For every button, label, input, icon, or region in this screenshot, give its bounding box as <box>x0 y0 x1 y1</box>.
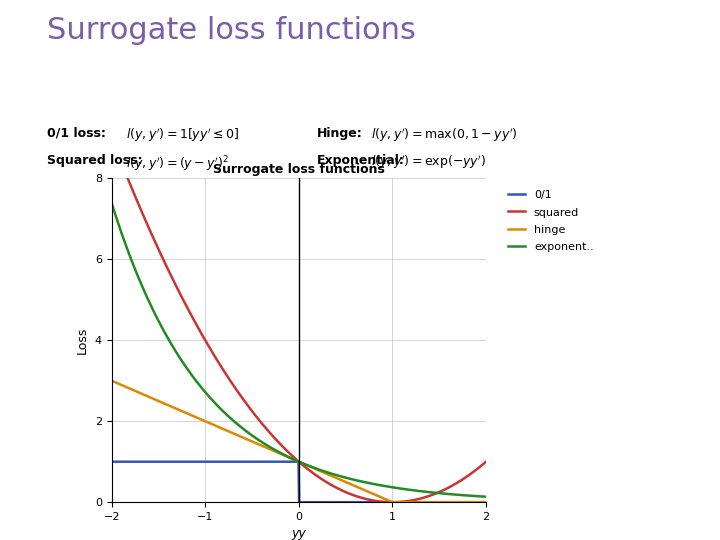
0/1 <box>174 458 182 465</box>
Title: Surrogate loss functions: Surrogate loss functions <box>213 163 384 176</box>
Text: Squared loss:: Squared loss: <box>47 154 143 167</box>
squared <box>388 499 397 505</box>
Y-axis label: Loss: Loss <box>76 327 89 354</box>
exponent.. <box>204 392 212 399</box>
hinge <box>174 406 182 413</box>
Text: Hinge:: Hinge: <box>317 127 363 140</box>
hinge <box>276 451 285 457</box>
exponent.. <box>328 471 336 477</box>
0/1 <box>276 458 285 465</box>
0/1 <box>482 499 490 505</box>
squared <box>328 482 336 489</box>
exponent.. <box>482 494 490 500</box>
Line: squared: squared <box>112 138 486 502</box>
0/1 <box>358 499 366 505</box>
Text: $l(y,y') = \max(0, 1 - yy')$: $l(y,y') = \max(0, 1 - yy')$ <box>371 127 518 144</box>
Text: 0/1 loss:: 0/1 loss: <box>47 127 106 140</box>
squared <box>107 134 116 141</box>
exponent.. <box>107 200 116 206</box>
hinge <box>357 485 366 492</box>
squared <box>482 458 490 465</box>
exponent.. <box>276 450 285 456</box>
exponent.. <box>357 478 366 485</box>
Text: $l(y,y') = \exp(-yy')$: $l(y,y') = \exp(-yy')$ <box>371 154 486 171</box>
Text: Exponential:: Exponential: <box>317 154 405 167</box>
Text: Surrogate loss functions: Surrogate loss functions <box>47 16 415 45</box>
0/1 <box>328 499 337 505</box>
hinge <box>390 499 398 505</box>
Legend: 0/1, squared, hinge, exponent..: 0/1, squared, hinge, exponent.. <box>503 184 599 258</box>
0/1 <box>390 499 398 505</box>
0/1 <box>107 458 116 465</box>
exponent.. <box>390 484 398 491</box>
Text: $l(y,y') = 1[yy' \leq 0]$: $l(y,y') = 1[yy' \leq 0]$ <box>126 127 239 144</box>
Line: hinge: hinge <box>112 381 486 502</box>
hinge <box>482 499 490 505</box>
Text: $l(y,y') = (y - y')^2$: $l(y,y') = (y - y')^2$ <box>126 154 229 173</box>
hinge <box>328 473 336 480</box>
X-axis label: yy: yy <box>292 528 306 540</box>
hinge <box>107 377 116 384</box>
0/1 <box>294 499 303 505</box>
hinge <box>204 419 212 426</box>
exponent.. <box>174 352 182 358</box>
squared <box>390 499 398 505</box>
0/1 <box>204 458 212 465</box>
squared <box>174 286 182 293</box>
squared <box>276 442 285 448</box>
Line: 0/1: 0/1 <box>112 462 486 502</box>
Line: exponent..: exponent.. <box>112 203 486 497</box>
hinge <box>389 499 397 505</box>
squared <box>357 495 366 501</box>
squared <box>204 341 212 348</box>
